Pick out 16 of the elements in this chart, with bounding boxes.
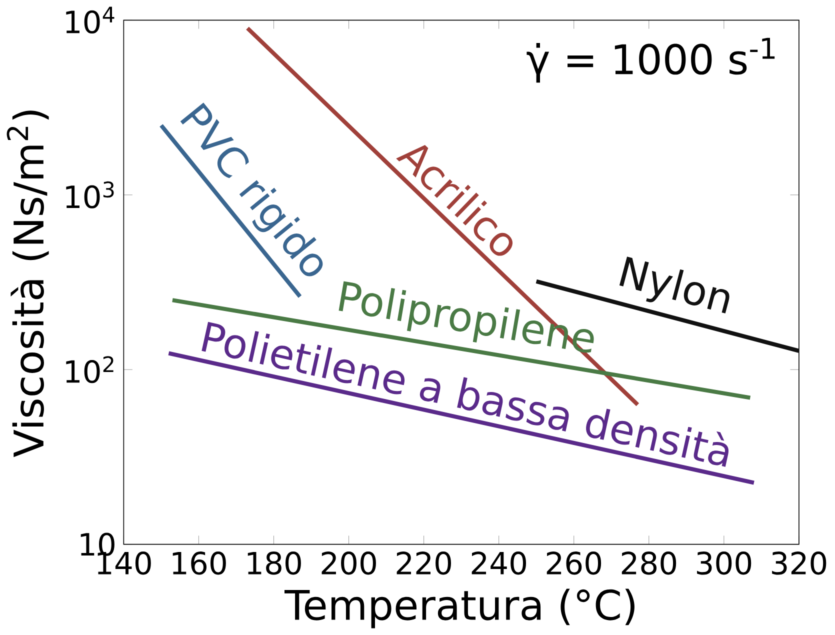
x-tick-label: 180 xyxy=(248,552,301,575)
y-tick-label: 10$^{2}$ xyxy=(66,356,114,384)
x-tick-label: 240 xyxy=(472,552,526,575)
y-axis-title: Viscosità (Ns/m$^{2}$) xyxy=(6,110,49,458)
x-tick-label: 160 xyxy=(172,552,226,575)
x-tick-label: 280 xyxy=(622,552,676,575)
x-tick-label: 300 xyxy=(697,552,752,575)
text: Nylon xyxy=(619,256,730,314)
x-tick-label: 320 xyxy=(772,552,826,575)
x-tick-label: 200 xyxy=(322,552,376,575)
x-axis-title: Temperatura (°C) xyxy=(284,588,634,628)
y-tick-label: 10$^{4}$ xyxy=(66,6,114,34)
y-tick-label: 10$^{3}$ xyxy=(66,181,114,208)
annotation: γ̇ = 1000 s$^{-1}$ xyxy=(526,38,775,83)
x-tick-label: 220 xyxy=(396,552,451,575)
x-tick-label: 260 xyxy=(546,552,602,575)
